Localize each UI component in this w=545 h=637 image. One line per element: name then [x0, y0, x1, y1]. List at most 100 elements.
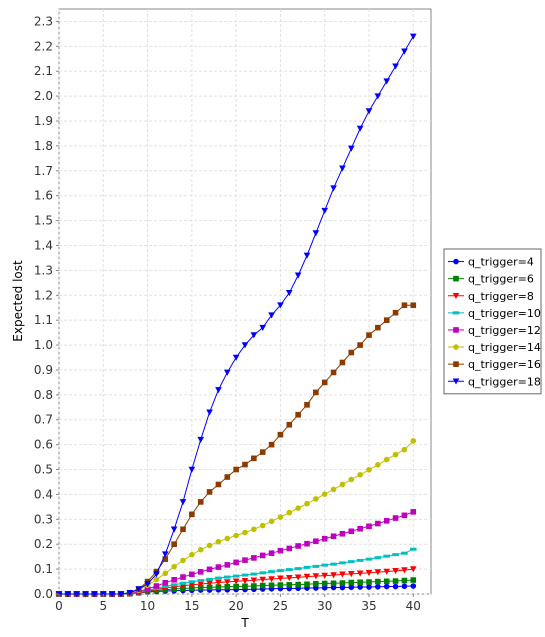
data-point	[402, 578, 408, 584]
data-point	[392, 553, 399, 556]
y-tick-label: 1.6	[34, 189, 53, 203]
x-tick-label: 30	[317, 599, 332, 613]
data-point	[198, 569, 204, 575]
data-point	[260, 449, 266, 455]
data-point	[180, 526, 186, 532]
data-point	[216, 564, 222, 570]
legend-marker	[453, 344, 459, 350]
legend-label: q_trigger=14	[468, 341, 541, 354]
y-tick-label: 0.7	[34, 413, 53, 427]
data-point	[242, 583, 248, 589]
data-point	[402, 513, 408, 519]
data-point	[216, 482, 222, 488]
y-tick-label: 1.1	[34, 313, 53, 327]
legend-label: q_trigger=10	[468, 307, 541, 320]
x-tick-label: 20	[229, 599, 244, 613]
data-point	[304, 501, 310, 507]
data-point	[330, 563, 337, 566]
data-point	[189, 512, 195, 518]
y-tick-label: 0.6	[34, 438, 53, 452]
data-point	[331, 487, 337, 493]
data-point	[207, 567, 213, 573]
y-tick-label: 0.1	[34, 562, 53, 576]
data-point	[393, 515, 399, 521]
data-point	[322, 380, 328, 386]
data-point	[189, 572, 195, 578]
data-point	[384, 584, 390, 590]
data-point	[189, 552, 195, 558]
data-point	[251, 573, 258, 576]
data-point	[198, 547, 204, 553]
data-point	[224, 536, 230, 542]
data-point	[224, 474, 230, 480]
data-point	[233, 575, 240, 578]
data-point	[366, 523, 372, 529]
data-point	[295, 582, 301, 588]
data-point	[357, 342, 363, 348]
data-point	[197, 579, 204, 582]
y-tick-label: 2.0	[34, 89, 53, 103]
data-point	[242, 557, 248, 563]
y-tick-label: 1.2	[34, 288, 53, 302]
data-point	[171, 541, 177, 547]
data-point	[269, 582, 275, 588]
data-point	[171, 583, 178, 586]
data-point	[384, 457, 390, 463]
data-point	[393, 310, 399, 316]
data-point	[340, 360, 346, 366]
data-point	[216, 539, 222, 545]
legend-label: q_trigger=16	[468, 358, 541, 371]
legend-label: q_trigger=4	[468, 256, 534, 269]
data-point	[375, 556, 382, 559]
data-point	[242, 462, 248, 468]
data-point	[322, 536, 328, 542]
data-point	[331, 370, 337, 376]
data-point	[383, 555, 390, 558]
data-point	[410, 583, 416, 589]
data-point	[366, 584, 372, 590]
legend-marker	[453, 327, 459, 333]
y-tick-label: 1.3	[34, 263, 53, 277]
data-point	[189, 580, 196, 583]
y-tick-label: 2.1	[34, 64, 53, 78]
data-point	[278, 582, 284, 588]
data-point	[198, 499, 204, 505]
data-point	[393, 578, 399, 584]
data-point	[286, 510, 292, 516]
data-point	[251, 456, 257, 462]
data-point	[313, 581, 319, 587]
data-point	[207, 489, 213, 495]
data-point	[215, 577, 222, 580]
data-point	[251, 583, 257, 589]
data-point	[278, 432, 284, 438]
y-tick-label: 2.3	[34, 14, 53, 28]
data-point	[375, 579, 381, 585]
y-tick-label: 0.4	[34, 487, 53, 501]
data-point	[224, 576, 231, 579]
data-point	[260, 553, 266, 559]
data-point	[366, 332, 372, 338]
legend-label: q_trigger=18	[468, 375, 541, 388]
data-point	[269, 442, 275, 448]
data-point	[304, 581, 310, 587]
data-point	[242, 530, 248, 536]
data-point	[340, 531, 346, 537]
legend-marker	[453, 276, 459, 282]
y-tick-label: 1.7	[34, 164, 53, 178]
data-point	[313, 565, 320, 568]
data-point	[260, 523, 266, 529]
data-point	[295, 412, 301, 418]
x-tick-label: 10	[140, 599, 155, 613]
data-point	[410, 577, 416, 583]
x-tick-label: 15	[184, 599, 199, 613]
data-point	[286, 422, 292, 428]
data-point	[340, 580, 346, 586]
data-point	[402, 447, 408, 453]
data-point	[224, 562, 230, 568]
data-point	[331, 533, 337, 539]
data-point	[410, 509, 416, 515]
y-axis-title: Expected lost	[11, 260, 25, 342]
y-tick-label: 2.2	[34, 39, 53, 53]
data-point	[357, 559, 364, 562]
